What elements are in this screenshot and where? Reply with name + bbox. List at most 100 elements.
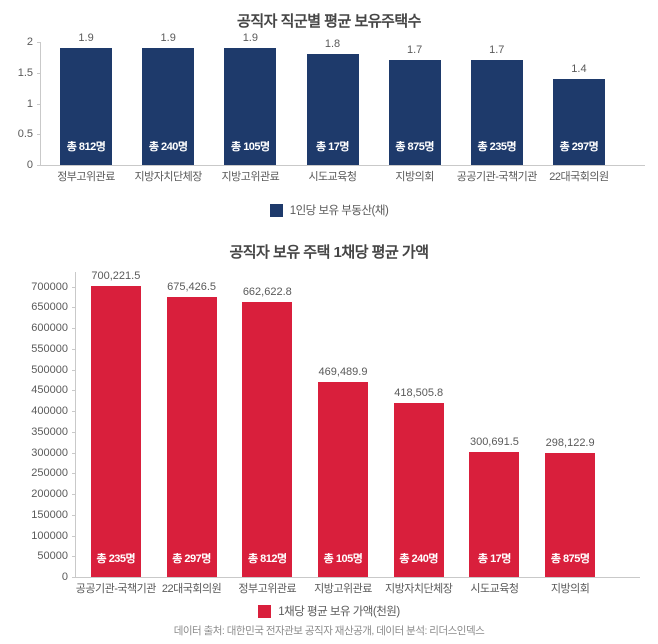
y-tick-mark <box>37 42 40 43</box>
bar-value-label: 700,221.5 <box>91 270 141 283</box>
y-tick-label: 150000 <box>31 508 68 521</box>
x-axis-line <box>40 165 645 166</box>
category-label: 공공기관-국책기관 <box>75 583 157 595</box>
bar <box>60 48 113 165</box>
category-label: 22대국회의원 <box>549 171 609 183</box>
category-label: 정부고위관료 <box>238 583 297 595</box>
y-tick-mark <box>72 473 75 475</box>
bar <box>166 296 217 577</box>
bar <box>242 302 293 577</box>
y-tick-label: 450000 <box>31 384 68 397</box>
plot-area: 0 50000 100000 150000 200000 250000 300000 3500… <box>0 230 658 644</box>
legend-swatch <box>269 203 283 217</box>
y-axis-line <box>40 42 41 165</box>
bar-value-label: 418,505.8 <box>394 387 444 400</box>
bar <box>306 54 359 165</box>
bar-count-label: 총 235명 <box>477 141 517 153</box>
bar <box>388 60 441 165</box>
chart-avg-houses-per-person: 공직자 직군별 평균 보유주택수 0 0.5 1 1.5 2 1.9 총 812명 정부고위관… <box>0 0 658 230</box>
y-tick-mark <box>72 369 75 371</box>
y-tick-mark <box>72 328 75 330</box>
y-tick-mark <box>72 390 75 392</box>
y-tick-label: 1.5 <box>17 66 33 79</box>
bar <box>552 78 605 165</box>
bar <box>90 286 141 577</box>
bar-value-label: 1.9 <box>242 32 258 45</box>
y-tick-mark <box>72 535 75 537</box>
y-tick-mark <box>37 165 40 166</box>
y-tick-label: 350000 <box>31 425 68 438</box>
category-label: 지방의회 <box>395 171 434 183</box>
bar-count-label: 총 240명 <box>148 141 188 153</box>
chart-title: 공직자 직군별 평균 보유주택수 <box>237 13 421 30</box>
bar <box>470 60 523 165</box>
bar <box>142 48 195 165</box>
y-tick-label: 600000 <box>31 322 68 335</box>
y-tick-label: 1 <box>26 97 33 110</box>
bar-count-label: 총 812명 <box>66 141 106 153</box>
bar-value-label: 1.9 <box>78 32 94 45</box>
y-tick-label: 2 <box>26 36 33 48</box>
bar <box>224 48 277 165</box>
category-label: 지방고위관료 <box>314 583 372 595</box>
legend-label: 1인당 보유 부동산(채) <box>289 205 389 217</box>
bar-value-label: 469,489.9 <box>318 366 368 379</box>
bar-value-label: 298,122.9 <box>545 437 595 450</box>
data-source-note: 데이터 출처: 대한민국 전자관보 공직자 재산공개, 데이터 분석: 리더스인… <box>173 625 485 637</box>
y-tick-label: 400000 <box>31 405 68 417</box>
legend: 1채당 평균 보유 가액(천원) <box>0 603 658 619</box>
y-tick-mark <box>72 348 75 350</box>
bar-value-label: 1.7 <box>406 44 423 57</box>
x-axis-line <box>75 577 640 578</box>
bar <box>318 382 368 577</box>
y-tick-label: 650000 <box>31 301 68 314</box>
bar-count-label: 총 240명 <box>399 553 439 565</box>
bar-value-label: 1.8 <box>324 38 341 51</box>
bar-count-label: 총 17명 <box>477 553 512 565</box>
bar-value-label: 662,622.8 <box>242 286 292 299</box>
y-tick-mark <box>37 72 40 74</box>
y-tick-mark <box>72 556 75 558</box>
y-tick-label: 250000 <box>31 467 68 480</box>
y-tick-mark <box>72 411 75 412</box>
bar-count-label: 총 105명 <box>231 141 270 153</box>
y-tick-mark <box>72 452 75 454</box>
y-tick-mark <box>72 286 75 288</box>
y-tick-mark <box>72 577 75 578</box>
bar <box>469 452 520 577</box>
y-tick-label: 500000 <box>31 363 68 376</box>
bar <box>393 403 444 577</box>
bar-count-label: 총 812명 <box>247 553 287 565</box>
category-label: 시도교육청 <box>470 583 519 595</box>
y-tick-label: 550000 <box>31 342 68 355</box>
y-tick-label: 0 <box>26 159 33 171</box>
bar-value-label: 1.9 <box>160 32 176 45</box>
chart-title: 공직자 보유 주택 1채당 평균 가액 <box>229 244 429 261</box>
bar-value-label: 675,426.5 <box>167 280 217 293</box>
y-tick-mark <box>37 134 40 136</box>
bar-count-label: 총 17명 <box>315 141 350 153</box>
bar-count-label: 총 105명 <box>323 553 363 565</box>
y-tick-label: 200000 <box>31 488 68 500</box>
legend-swatch <box>258 604 272 618</box>
bar-count-label: 총 297명 <box>559 141 599 153</box>
category-label: 지방고위관료 <box>221 171 280 183</box>
y-axis-line <box>75 272 76 577</box>
y-tick-label: 700000 <box>31 280 68 293</box>
bar-count-label: 총 235명 <box>96 553 136 565</box>
legend: 1인당 보유 부동산(채) <box>0 202 658 218</box>
category-label: 정부고위관료 <box>57 171 115 183</box>
category-label: 지방의회 <box>550 583 590 595</box>
y-tick-mark <box>72 431 75 433</box>
y-tick-label: 50000 <box>37 550 68 563</box>
category-label: 지방자치단체장 <box>134 171 203 183</box>
category-label: 지방자치단체장 <box>385 583 453 595</box>
bar-value-label: 300,691.5 <box>469 436 519 449</box>
y-tick-mark <box>72 307 75 309</box>
y-tick-label: 0 <box>61 571 68 583</box>
bar-value-label: 1.4 <box>571 62 587 75</box>
legend-label: 1채당 평균 보유 가액(천원) <box>278 606 400 618</box>
y-tick-mark <box>37 103 40 105</box>
plot-area: 0 0.5 1 1.5 2 1.9 총 812명 정부고위관료 1.9 총 240명 지방자치단체장… <box>0 0 658 230</box>
